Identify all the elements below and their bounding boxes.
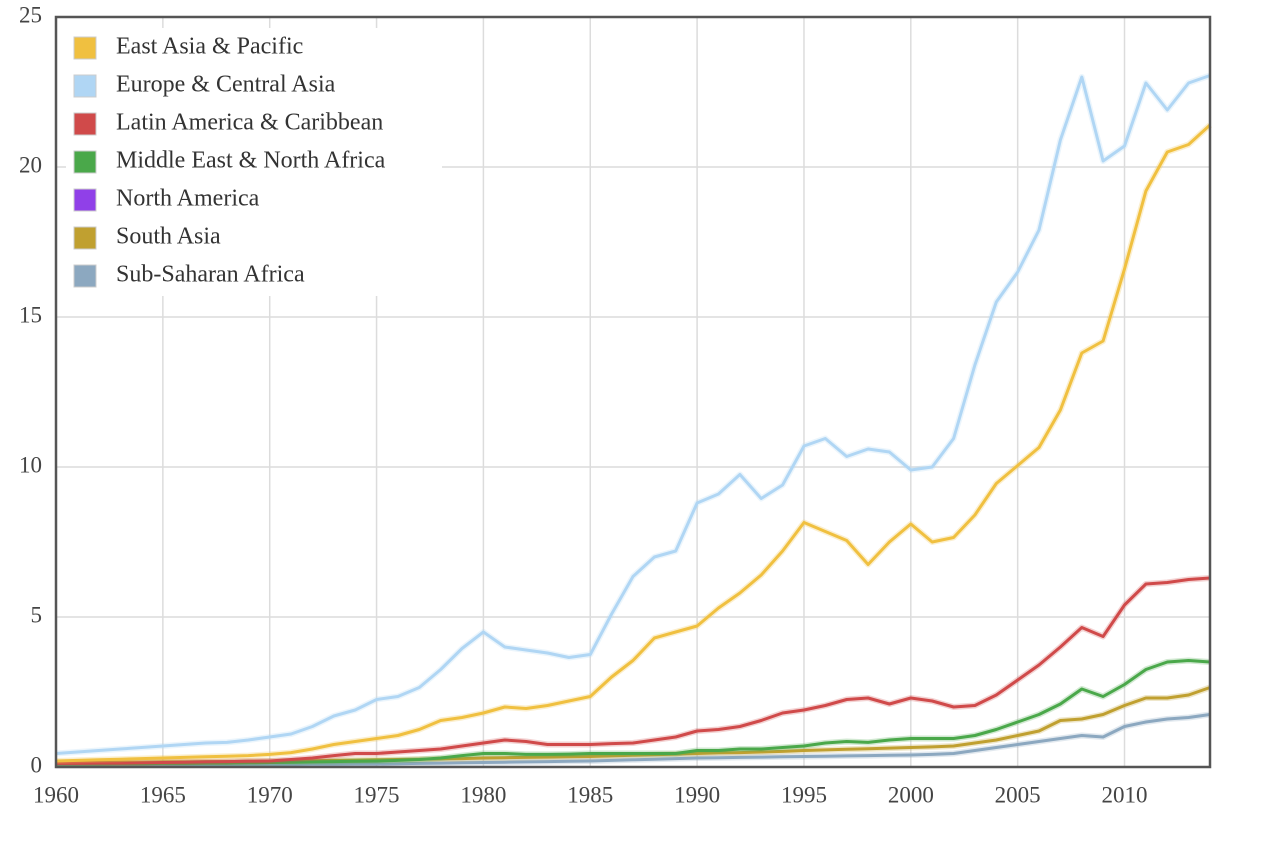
legend-swatch <box>73 74 97 98</box>
series-line <box>56 713 1211 767</box>
legend-swatch <box>73 150 97 174</box>
x-tick-label: 2010 <box>1102 782 1148 807</box>
legend-swatch <box>73 112 97 136</box>
legend-label: Latin America & Caribbean <box>116 110 383 136</box>
y-tick-label: 20 <box>19 152 42 177</box>
y-tick-label: 25 <box>19 2 42 27</box>
x-tick-label: 1975 <box>354 782 400 807</box>
series-line <box>56 576 1211 765</box>
legend-swatch <box>73 264 97 288</box>
legend: East Asia & Pacific Europe & Central Asia… <box>66 28 442 296</box>
x-tick-label: 1965 <box>140 782 186 807</box>
series-line <box>55 74 1211 755</box>
legend-label: East Asia & Pacific <box>116 34 303 60</box>
x-tick-label: 2005 <box>995 782 1041 807</box>
legend-label: Sub-Saharan Africa <box>116 262 305 288</box>
x-tick-label: 1990 <box>674 782 720 807</box>
plot-frame <box>54 15 1212 769</box>
y-tick-label: 0 <box>31 752 43 777</box>
legend-swatch <box>73 188 97 212</box>
x-tick-label: 1980 <box>460 782 506 807</box>
x-tick-label: 1995 <box>781 782 827 807</box>
legend-label: North America <box>116 186 260 212</box>
legend-box <box>66 28 442 296</box>
x-tick-label: 2000 <box>888 782 934 807</box>
y-tick-label: 5 <box>31 602 43 627</box>
series-line <box>55 123 1212 763</box>
legend-label: South Asia <box>116 224 221 250</box>
y-tick-label: 10 <box>19 452 42 477</box>
x-tick-label: 1960 <box>33 782 79 807</box>
y-tick-label: 15 <box>19 302 42 327</box>
legend-swatch <box>73 36 97 60</box>
x-tick-label: 1985 <box>567 782 613 807</box>
x-tick-label: 1970 <box>247 782 293 807</box>
legend-label: Middle East & North Africa <box>116 148 386 174</box>
legend-swatch <box>73 226 97 250</box>
legend-label: Europe & Central Asia <box>116 72 336 98</box>
